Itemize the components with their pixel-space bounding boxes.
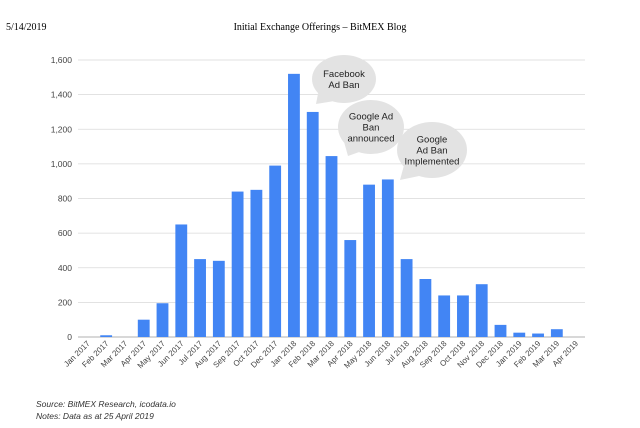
bar — [100, 335, 113, 337]
callout-pointer — [400, 166, 420, 180]
y-tick-label: 1,200 — [51, 124, 73, 134]
callout-bubble — [397, 122, 467, 178]
bar — [231, 191, 244, 337]
bar — [400, 259, 413, 337]
callout-text: Ad Ban — [416, 146, 447, 157]
bar — [381, 179, 394, 337]
bar — [306, 111, 319, 337]
bar — [325, 156, 338, 337]
y-tick-label: 200 — [58, 297, 72, 307]
bar — [475, 284, 488, 337]
y-tick-label: 1,400 — [51, 90, 73, 100]
callout-pointer — [316, 93, 333, 104]
bar — [212, 260, 225, 337]
bar — [156, 303, 169, 337]
bar — [457, 295, 469, 337]
y-axis-ticks: 0 200 400 600 800 1,000 1,200 1,400 1,600 — [51, 55, 73, 342]
callout-text: announced — [347, 134, 394, 145]
callout-text: Google — [417, 135, 448, 146]
bar — [419, 279, 432, 337]
callout-text: Ad Ban — [328, 80, 359, 91]
callout-bubble — [338, 100, 404, 154]
callout-bubble — [312, 55, 376, 103]
y-tick-label: 1,000 — [51, 159, 73, 169]
y-tick-label: 400 — [58, 263, 72, 273]
chart-notes: Notes: Data as at 25 April 2019 — [36, 411, 154, 421]
bar — [532, 333, 544, 337]
bar — [288, 73, 300, 337]
bars — [100, 73, 563, 337]
y-tick-label: 1,600 — [51, 55, 73, 65]
bar — [194, 259, 206, 337]
callout-text: Ban — [363, 123, 380, 134]
print-date: 5/14/2019 — [6, 22, 47, 33]
y-tick-label: 600 — [58, 228, 72, 238]
y-tick-label: 0 — [67, 332, 72, 342]
bar — [250, 189, 263, 337]
bar — [513, 332, 526, 337]
bar — [175, 224, 188, 337]
y-tick-label: 800 — [58, 194, 72, 204]
bar — [344, 240, 357, 337]
page-header-title: Initial Exchange Offerings – BitMEX Blog — [233, 22, 407, 33]
chart-source: Source: BitMEX Research, icodata.io — [36, 399, 176, 409]
bar — [550, 329, 563, 337]
bar — [269, 165, 282, 337]
bar — [494, 324, 507, 337]
bar — [363, 184, 375, 337]
callout-text: Implemented — [405, 157, 460, 168]
callout-text: Google Ad — [349, 112, 393, 123]
bar — [137, 319, 150, 337]
callout-text: Facebook — [323, 69, 365, 80]
bar — [438, 295, 451, 337]
